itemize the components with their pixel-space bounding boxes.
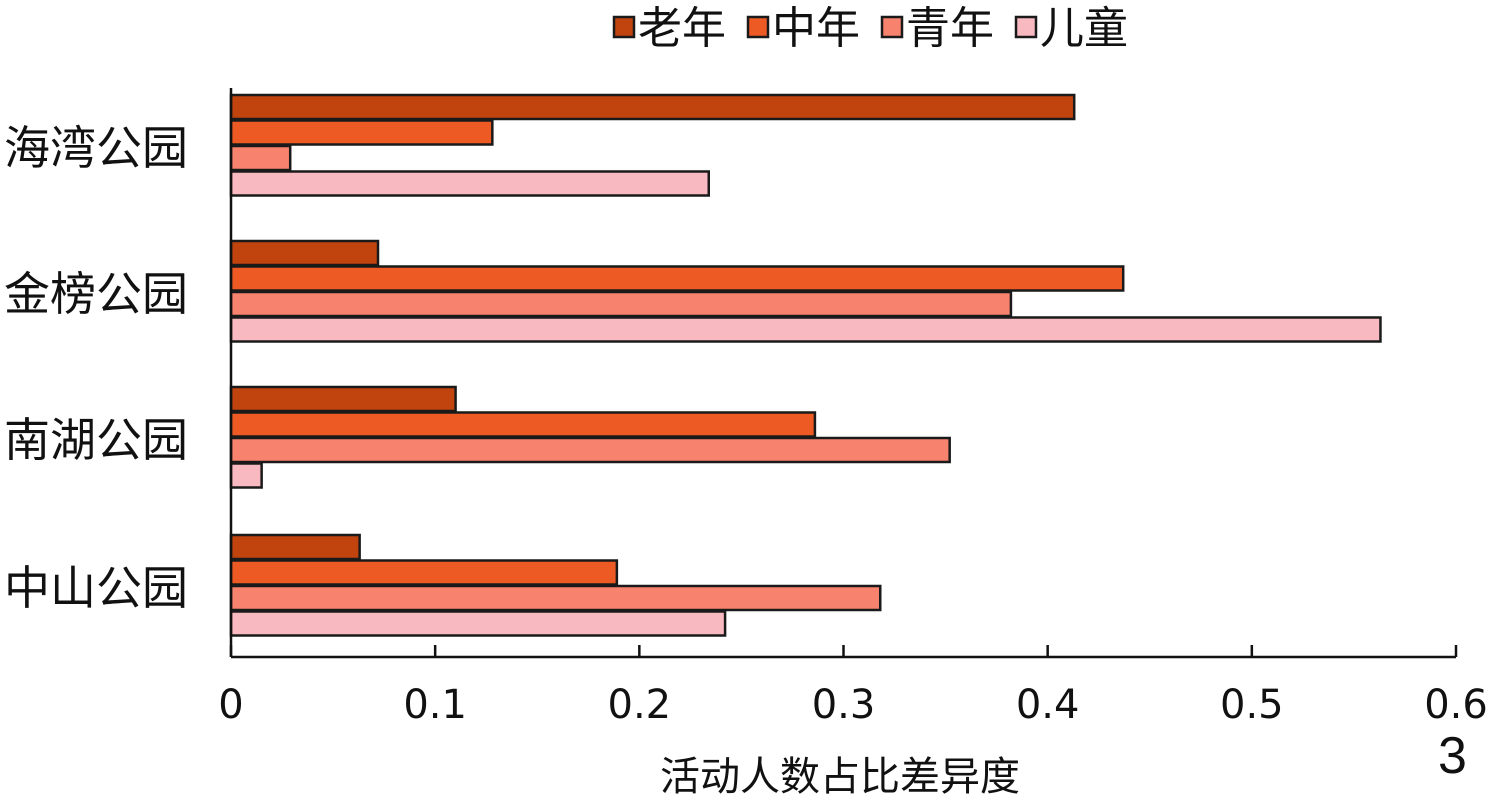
bars [229,93,1382,637]
legend: 老年 中年 青年 儿童 [612,3,1128,54]
bar-金榜公园-儿童 [229,316,1382,343]
bar-海湾公园-老年 [229,93,1076,121]
category-label: 南湖公园 [4,413,188,467]
legend-item: 老年 [612,3,726,54]
axes: 0 0.1 0.2 0.3 0.4 0.5 0.6 [218,88,1488,728]
legend-label: 老年 [638,3,726,54]
bar-海湾公园-儿童 [229,170,710,197]
bar-海湾公园-中年 [229,119,494,146]
legend-item: 青年 [880,3,994,54]
bar-金榜公园-青年 [229,290,1013,318]
bar-中山公园-儿童 [229,610,727,637]
legend-label: 青年 [906,3,994,54]
bar-南湖公园-中年 [229,411,817,438]
x-tick-label: 0.6 [1424,682,1488,728]
x-tick-label: 0.3 [812,682,876,728]
bar-南湖公园-儿童 [229,462,263,489]
x-tick-label: 0 [218,682,243,728]
x-axis-label: 活动人数占比差异度 [660,754,1020,800]
bar-中山公园-青年 [229,584,882,612]
bar-海湾公园-青年 [229,144,292,172]
category-label: 金榜公园 [4,267,188,321]
x-tick-label: 0.2 [608,682,672,728]
legend-swatch [612,15,636,39]
category-label: 中山公园 [4,561,188,615]
legend-label: 中年 [772,3,860,54]
legend-swatch [746,15,770,39]
legend-swatch [880,15,904,39]
bar-南湖公园-青年 [229,436,951,464]
legend-swatch [1014,15,1038,39]
x-tick-label: 0.4 [1016,682,1080,728]
category-label: 海湾公园 [4,121,188,175]
x-tick-label: 0.5 [1220,682,1284,728]
bar-中山公园-老年 [229,533,361,561]
legend-item: 儿童 [1014,3,1128,54]
bar-南湖公园-老年 [229,385,457,413]
bar-中山公园-中年 [229,559,619,586]
bar-金榜公园-中年 [229,265,1125,292]
legend-label: 儿童 [1040,3,1128,54]
panel-number: 3 [1438,727,1467,785]
legend-item: 中年 [746,3,860,54]
bar-金榜公园-老年 [229,239,380,267]
x-tick-label: 0.1 [403,682,467,728]
